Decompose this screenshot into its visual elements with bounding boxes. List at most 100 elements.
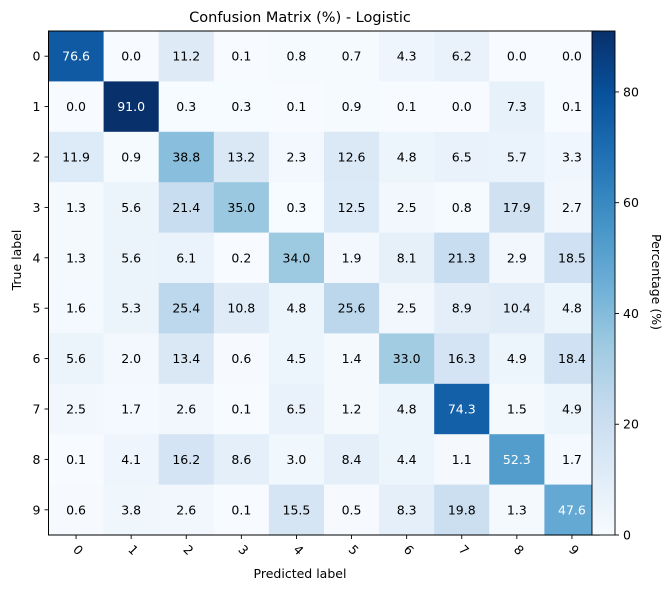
colorbar-label: Percentage (%): [649, 234, 664, 330]
cell-value-label: 1.9: [342, 250, 362, 265]
x-tick-label: 5: [346, 542, 362, 558]
cell-value-label: 0.7: [342, 49, 362, 64]
heatmap: [48, 30, 601, 536]
heatmap-cell: [158, 434, 215, 486]
cell-value-label: 1.7: [562, 452, 582, 467]
heatmap-cell: [158, 182, 215, 234]
heatmap-cell: [268, 434, 325, 486]
heatmap-cell: [489, 283, 545, 334]
cell-value-label: 74.3: [448, 402, 476, 417]
x-tick-label: 3: [235, 542, 251, 558]
cell-value-label: 7.3: [507, 99, 527, 114]
heatmap-cell: [103, 283, 160, 334]
cell-value-label: 2.9: [507, 250, 527, 265]
cell-value-label: 2.0: [121, 351, 141, 366]
cell-value-label: 1.6: [66, 301, 86, 316]
heatmap-cell: [158, 31, 215, 82]
cell-value-label: 0.1: [287, 99, 307, 114]
cell-value-label: 1.1: [452, 452, 472, 467]
heatmap-cell: [103, 333, 160, 385]
cell-value-label: 5.6: [66, 351, 86, 366]
cell-value-label: 12.5: [338, 200, 366, 215]
heatmap-cell: [324, 383, 380, 435]
cell-value-label: 1.3: [66, 200, 86, 215]
cell-value-label: 0.3: [176, 99, 196, 114]
cell-value-label: 3.0: [287, 452, 307, 467]
y-axis: 0 1 2 3 4 5 6 7 8 9: [33, 49, 49, 517]
cell-value-label: 34.0: [283, 250, 311, 265]
heatmap-cell: [434, 283, 490, 334]
heatmap-cell: [489, 81, 545, 133]
cell-value-label: 25.6: [338, 301, 366, 316]
heatmap-cell: [379, 232, 435, 284]
cell-value-label: 0.6: [66, 502, 86, 517]
heatmap-cell: [544, 81, 601, 133]
x-tick-label: 0: [70, 542, 86, 558]
x-tick-label: 7: [456, 542, 472, 558]
heatmap-cell: [324, 81, 380, 133]
heatmap-cell: [213, 383, 270, 435]
cell-value-label: 35.0: [227, 200, 255, 215]
heatmap-cell: [379, 81, 435, 133]
cell-value-label: 0.0: [452, 99, 472, 114]
heatmap-cell: [489, 31, 545, 82]
cell-value-label: 0.1: [397, 99, 417, 114]
cell-value-label: 4.5: [287, 351, 307, 366]
cell-value-label: 1.3: [66, 250, 86, 265]
cell-value-label: 0.6: [231, 351, 251, 366]
x-axis: 0 1 2 3 4 5 6 7 8 9: [70, 535, 582, 558]
cell-value-label: 8.9: [452, 301, 472, 316]
cell-value-label: 8.4: [342, 452, 362, 467]
heatmap-cell: [213, 333, 270, 385]
heatmap-cell: [379, 434, 435, 486]
heatmap-cell: [544, 283, 601, 334]
cell-value-label: 21.3: [448, 250, 476, 265]
cell-value-label: 2.3: [287, 150, 307, 165]
colorbar-tick-label: 80: [623, 84, 639, 99]
heatmap-cell: [544, 484, 601, 536]
cell-value-label: 16.2: [172, 452, 200, 467]
cell-value-label: 19.8: [448, 502, 476, 517]
cell-value-label: 6.5: [287, 402, 307, 417]
cell-value-label: 11.9: [62, 150, 90, 165]
cell-value-label: 15.5: [283, 502, 311, 517]
cell-value-label: 0.1: [66, 452, 86, 467]
cell-value-label: 4.8: [562, 301, 582, 316]
cell-value-label: 5.3: [121, 301, 141, 316]
heatmap-cell: [544, 31, 601, 82]
y-tick-label: 5: [33, 301, 41, 316]
heatmap-cell: [434, 232, 490, 284]
cell-value-label: 4.1: [121, 452, 141, 467]
cell-value-label: 3.8: [121, 502, 141, 517]
heatmap-cell: [379, 333, 435, 385]
cell-value-label: 21.4: [172, 200, 200, 215]
cell-value-label: 0.1: [231, 49, 251, 64]
cell-value-label: 11.2: [172, 49, 200, 64]
heatmap-cell: [268, 131, 325, 183]
heatmap-cell: [213, 484, 270, 536]
heatmap-cell: [434, 182, 490, 234]
heatmap-cell: [103, 31, 160, 82]
cell-value-label: 2.5: [66, 402, 86, 417]
y-axis-label: True label: [9, 230, 24, 292]
heatmap-cell: [324, 484, 380, 536]
x-tick-label: 2: [180, 542, 196, 558]
colorbar-tick-label: 20: [623, 417, 639, 432]
cell-value-label: 13.4: [172, 351, 200, 366]
heatmap-cell: [158, 333, 215, 385]
heatmap-cell: [268, 283, 325, 334]
heatmap-cell: [48, 81, 105, 133]
heatmap-cell: [434, 383, 490, 435]
y-tick-label: 4: [33, 250, 41, 265]
heatmap-cell: [544, 182, 601, 234]
heatmap-cell: [489, 434, 545, 486]
y-tick-label: 7: [33, 402, 41, 417]
heatmap-cell: [544, 434, 601, 486]
heatmap-cell: [158, 383, 215, 435]
heatmap-cell: [158, 484, 215, 536]
heatmap-cell: [324, 232, 380, 284]
cell-value-label: 16.3: [448, 351, 476, 366]
heatmap-cell: [434, 333, 490, 385]
x-tick-label: 6: [401, 542, 417, 558]
